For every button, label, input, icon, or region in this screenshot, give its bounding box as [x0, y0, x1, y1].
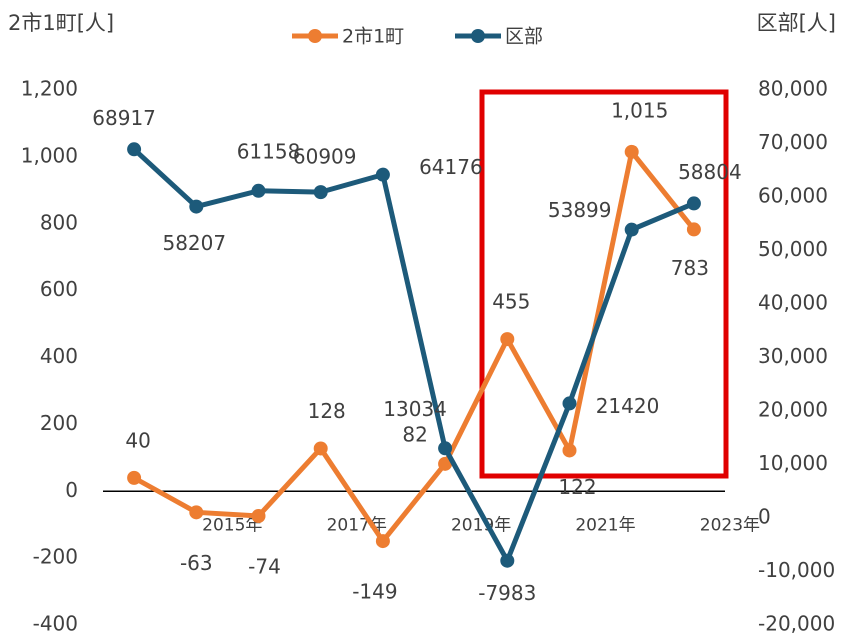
marker [500, 332, 515, 347]
y-tick-label: 600 [40, 277, 78, 301]
y2-tick-label: 20,000 [758, 398, 828, 422]
y2-axis-title: 区部[人] [757, 11, 836, 35]
data-label: 58804 [678, 160, 742, 184]
data-label: 455 [492, 290, 530, 314]
marker [686, 196, 701, 211]
x-tick-label: 2021年 [575, 515, 635, 535]
legend-marker [308, 29, 322, 43]
marker [562, 443, 577, 458]
data-label: 122 [558, 475, 596, 499]
legend-marker [471, 29, 485, 43]
marker [189, 199, 204, 214]
data-label: 61158 [237, 139, 301, 163]
data-label: 60909 [293, 145, 357, 169]
y2-tick-label: -20,000 [758, 612, 835, 636]
y2-tick-label: 0 [758, 505, 771, 529]
marker [438, 456, 453, 471]
y2-tick-label: 50,000 [758, 237, 828, 261]
data-label: 1,015 [611, 98, 668, 122]
y-tick-label: 1,000 [21, 143, 78, 167]
y2-tick-label: 70,000 [758, 130, 828, 154]
data-label: 64176 [419, 155, 483, 179]
highlight-box [479, 89, 729, 479]
x-tick-label: 2019年 [451, 515, 511, 535]
data-label: 13034 [383, 397, 447, 421]
marker [375, 167, 390, 182]
marker [189, 505, 204, 520]
y2-tick-label: 60,000 [758, 184, 828, 208]
data-label: -74 [248, 554, 281, 578]
marker [251, 508, 266, 523]
line [132, 149, 696, 544]
marker [127, 470, 142, 485]
marker [313, 441, 328, 456]
y-tick-label: -400 [33, 612, 78, 636]
y2-tick-label: 40,000 [758, 291, 828, 315]
marker [500, 553, 515, 568]
y-tick-label: 800 [40, 210, 78, 234]
y-tick-label: 1,200 [21, 77, 78, 101]
data-label: 21420 [596, 394, 660, 418]
marker [686, 222, 701, 237]
y-tick-label: 200 [40, 411, 78, 435]
marker [127, 142, 142, 157]
marker [251, 183, 266, 198]
y2-tick-label: 30,000 [758, 344, 828, 368]
y2-tick-label: 80,000 [758, 77, 828, 101]
x-tick-label: 2015年 [202, 515, 262, 535]
marker [624, 144, 639, 159]
data-label: 68917 [92, 106, 156, 130]
marker [562, 396, 577, 411]
data-label: 58207 [162, 231, 226, 255]
data-label: 128 [308, 399, 346, 423]
data-label: 82 [402, 422, 427, 446]
y2-tick-label: -10,000 [758, 558, 835, 582]
y-tick-label: 400 [40, 344, 78, 368]
x-tick-label: 2023年 [700, 515, 760, 535]
data-label: 783 [671, 256, 709, 280]
data-label: -63 [180, 551, 213, 575]
legend-label: 区部 [505, 26, 543, 48]
marker [313, 185, 328, 200]
y-tick-label: 0 [65, 478, 78, 502]
data-label: -7983 [478, 581, 536, 605]
data-label: 40 [125, 428, 150, 452]
y2-tick-label: 10,000 [758, 451, 828, 475]
y-tick-label: -200 [33, 545, 78, 569]
data-label: 53899 [548, 198, 612, 222]
legend-label: 2市1町 [342, 26, 404, 48]
marker [624, 222, 639, 237]
data-label: -149 [352, 580, 397, 604]
marker [375, 534, 390, 549]
line [132, 147, 695, 564]
y-axis-title: 2市1町[人] [8, 11, 114, 35]
marker [438, 441, 453, 456]
